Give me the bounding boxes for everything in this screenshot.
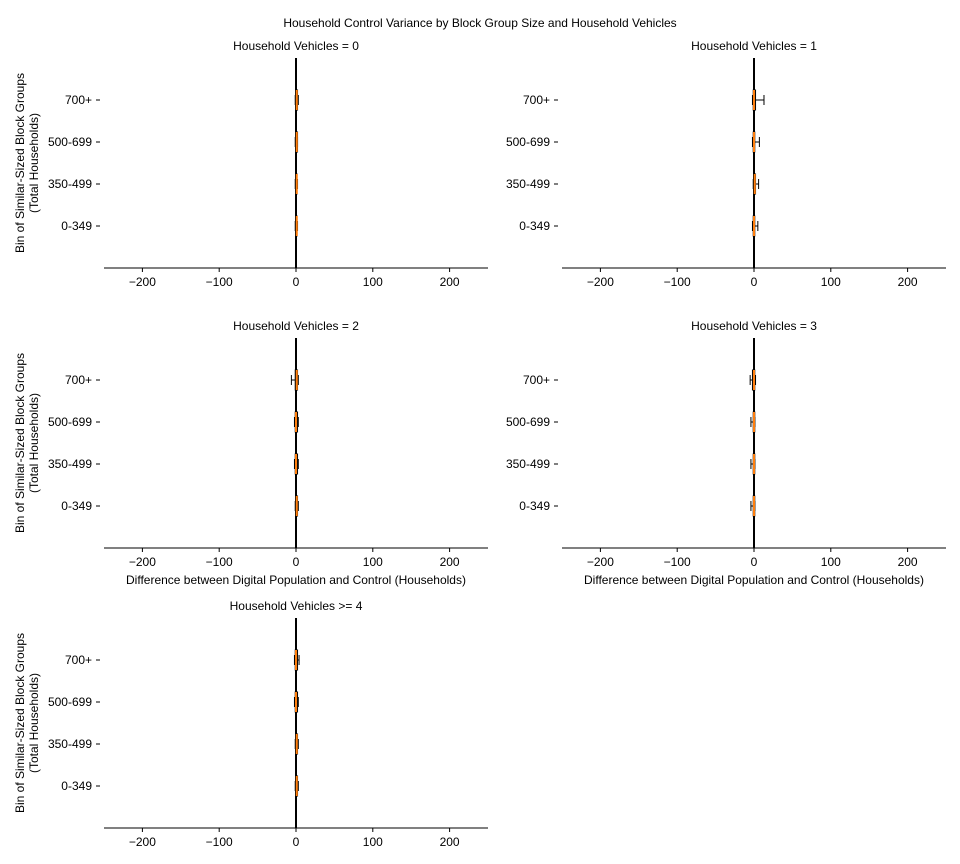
x-tick-label: −100 [206, 275, 233, 289]
x-tick-label: −200 [129, 555, 156, 569]
y-tick-label: 500-699 [506, 135, 550, 149]
y-tick-label: 0-349 [519, 219, 550, 233]
x-tick-label: −200 [129, 835, 156, 849]
panel-title: Household Vehicles = 1 [691, 39, 817, 53]
y-tick-label: 500-699 [506, 415, 550, 429]
x-tick-label: 100 [821, 275, 841, 289]
y-tick-label: 0-349 [519, 499, 550, 513]
panel-title: Household Vehicles = 2 [233, 319, 359, 333]
y-tick-label: 350-499 [48, 737, 92, 751]
y-axis-label-line: (Total Households) [27, 393, 41, 493]
x-tick-label: 200 [440, 555, 460, 569]
y-axis-label-line: (Total Households) [27, 673, 41, 773]
panel-title: Household Vehicles = 0 [233, 39, 359, 53]
y-tick-label: 700+ [523, 373, 550, 387]
x-tick-label: 200 [440, 835, 460, 849]
y-tick-label: 500-699 [48, 695, 92, 709]
x-tick-label: 200 [898, 275, 918, 289]
y-axis-label-line: Bin of Similar-Sized Block Groups [13, 73, 27, 253]
x-tick-label: 0 [293, 275, 300, 289]
panel-title: Household Vehicles = 3 [691, 319, 817, 333]
panel-2: Household Vehicles = 2 −200 −100 0 100 200 Dif… [13, 319, 488, 587]
x-tick-label: −100 [664, 275, 691, 289]
x-tick-label: 100 [363, 275, 383, 289]
y-tick-label: 700+ [65, 653, 92, 667]
panel-0: Household Vehicles = 0 −200 −100 0 100 200 700… [13, 39, 488, 289]
y-tick-label: 350-499 [48, 457, 92, 471]
x-tick-label: 200 [898, 555, 918, 569]
y-tick-label: 0-349 [61, 499, 92, 513]
x-tick-label: −200 [129, 275, 156, 289]
x-tick-label: 0 [293, 835, 300, 849]
x-tick-label: 200 [440, 275, 460, 289]
x-tick-label: −100 [206, 555, 233, 569]
y-axis-label: Bin of Similar-Sized Block Groups(Total … [13, 353, 41, 533]
y-axis-label-line: Bin of Similar-Sized Block Groups [13, 633, 27, 813]
panel-title: Household Vehicles >= 4 [230, 599, 363, 613]
y-tick-label: 700+ [523, 93, 550, 107]
x-tick-label: 0 [751, 275, 758, 289]
panel-4: Household Vehicles >= 4 −200 −100 0 100 200 70… [13, 599, 488, 849]
x-tick-label: −200 [587, 555, 614, 569]
y-axis-label-line: Bin of Similar-Sized Block Groups [13, 353, 27, 533]
x-axis-label: Difference between Digital Population an… [126, 573, 466, 587]
y-tick-label: 700+ [65, 93, 92, 107]
panel-3: Household Vehicles = 3 −200 −100 0 100 200 Dif… [506, 319, 946, 587]
x-tick-label: 0 [293, 555, 300, 569]
y-axis-label: Bin of Similar-Sized Block Groups(Total … [13, 73, 41, 253]
y-axis-label: Bin of Similar-Sized Block Groups(Total … [13, 633, 41, 813]
x-axis-label: Difference between Digital Population an… [584, 573, 924, 587]
y-tick-label: 350-499 [48, 177, 92, 191]
y-tick-label: 500-699 [48, 135, 92, 149]
y-tick-label: 700+ [65, 373, 92, 387]
x-tick-label: 100 [363, 555, 383, 569]
x-tick-label: −100 [206, 835, 233, 849]
x-tick-label: 0 [751, 555, 758, 569]
y-tick-label: 0-349 [61, 219, 92, 233]
y-tick-label: 350-499 [506, 177, 550, 191]
x-tick-label: −100 [664, 555, 691, 569]
x-tick-label: 100 [821, 555, 841, 569]
x-tick-label: 100 [363, 835, 383, 849]
y-axis-label-line: (Total Households) [27, 113, 41, 213]
panel-1: Household Vehicles = 1 −200 −100 0 100 200 700… [506, 39, 946, 289]
y-tick-label: 0-349 [61, 779, 92, 793]
chart-title: Household Control Variance by Block Grou… [283, 16, 676, 30]
x-tick-label: −200 [587, 275, 614, 289]
y-tick-label: 500-699 [48, 415, 92, 429]
y-tick-label: 350-499 [506, 457, 550, 471]
